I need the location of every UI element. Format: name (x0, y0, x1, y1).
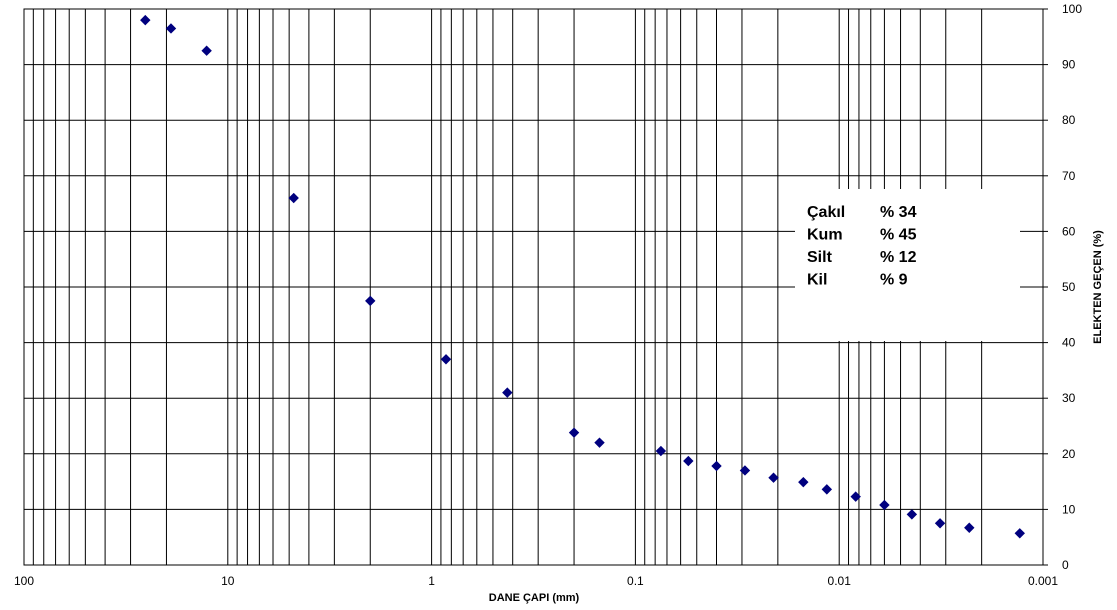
data-point (934, 518, 946, 529)
data-point (655, 445, 667, 457)
data-point (798, 476, 809, 488)
x-tick-label: 100 (14, 574, 34, 588)
data-point (1014, 528, 1025, 539)
data-point (821, 484, 833, 495)
y-tick-label: 90 (1062, 58, 1076, 72)
soil-fraction-box-background (795, 189, 1020, 341)
y-axis-tick-labels: 0 10 20 30 40 50 60 70 80 90 100 (1043, 2, 1082, 572)
soil-fraction-value: % 9 (880, 272, 908, 289)
y-tick-label: 0 (1062, 558, 1069, 572)
y-axis-title: ELEKTEN GEÇEN (%) (1092, 230, 1104, 344)
soil-fraction-entries: Çakıl % 34 Kum % 45 Silt % 12 Kil % 9 (807, 204, 917, 289)
x-axis-title: DANE ÇAPI (mm) (489, 592, 580, 604)
data-point (165, 23, 177, 34)
y-tick-label: 10 (1062, 502, 1076, 516)
data-point (201, 45, 212, 56)
soil-fraction-value: % 45 (880, 227, 917, 244)
soil-fraction-value: % 12 (880, 249, 917, 266)
soil-fraction-name: Kum (807, 227, 843, 244)
y-tick-label: 30 (1062, 391, 1076, 405)
y-tick-label: 20 (1062, 447, 1076, 461)
data-point (365, 295, 376, 307)
data-point (140, 14, 151, 26)
grid-lines (24, 8, 1044, 566)
y-tick-label: 50 (1062, 280, 1076, 294)
y-tick-label: 40 (1062, 336, 1076, 350)
soil-fraction-value: % 34 (880, 204, 917, 221)
data-point (768, 472, 779, 483)
data-point (594, 437, 605, 448)
soil-fraction-name: Kil (807, 272, 827, 289)
data-point (288, 192, 299, 204)
y-tick-label: 80 (1062, 113, 1076, 127)
x-tick-label: 1 (428, 574, 435, 588)
soil-fraction-name: Çakıl (807, 204, 845, 221)
data-point (711, 460, 722, 472)
data-point (879, 499, 890, 511)
y-tick-label: 100 (1062, 2, 1082, 16)
data-point (739, 465, 751, 476)
y-tick-label: 70 (1062, 169, 1076, 183)
data-point (568, 427, 580, 438)
data-point (850, 491, 861, 502)
x-tick-label: 0.1 (627, 574, 644, 588)
x-tick-label: 0.001 (1028, 574, 1058, 588)
x-tick-label: 0.01 (828, 574, 852, 588)
y-tick-label: 60 (1062, 224, 1076, 238)
soil-fraction-name: Silt (807, 249, 833, 266)
data-point (964, 522, 975, 533)
data-point (683, 455, 694, 467)
data-points (140, 14, 1025, 539)
soil-fraction-box: Çakıl % 34 Kum % 45 Silt % 12 Kil % 9 (795, 189, 1020, 341)
x-axis-tick-labels: 100 10 1 0.1 0.01 0.001 (14, 574, 1058, 588)
data-point (502, 387, 513, 398)
data-point (906, 509, 918, 520)
x-tick-label: 10 (221, 574, 235, 588)
data-point (440, 354, 452, 365)
